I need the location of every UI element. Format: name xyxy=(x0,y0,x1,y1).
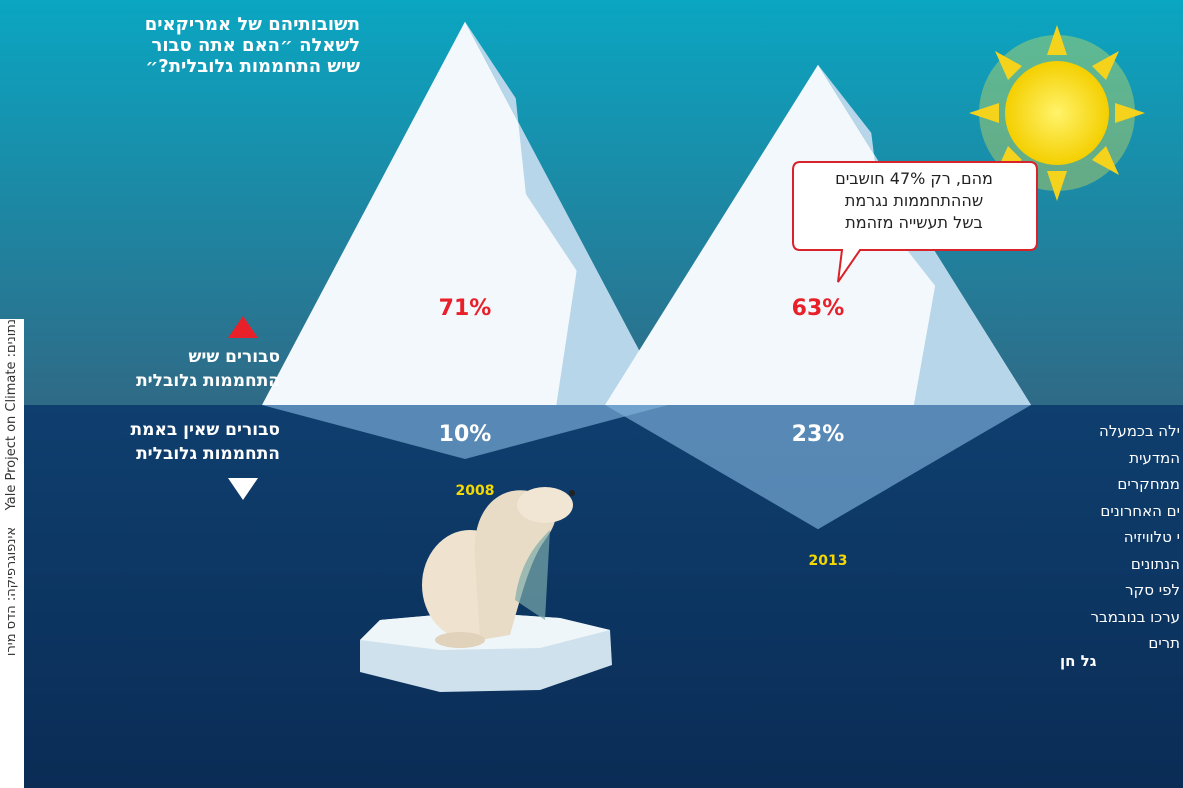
side-text-line: ממחקרים xyxy=(1050,471,1180,498)
credits: אינפוגרפיקה: הדס מירו נתונים: Yale Proje… xyxy=(0,319,24,788)
side-text-line: לפי סקר xyxy=(1050,577,1180,604)
infographic: 71% 10% 2008 63% 23% 2013 תשובותיהם של אמריקא… xyxy=(0,0,1183,788)
value-label: 10% xyxy=(439,422,492,447)
category-label: 2013 xyxy=(809,553,848,569)
side-text-line: הנתונים xyxy=(1050,551,1180,578)
value-label: 63% xyxy=(792,296,845,321)
author: גל חן xyxy=(1060,652,1096,670)
side-text-line: ילה בכמעלה xyxy=(1050,418,1180,445)
credit: אינפוגרפיקה: הדס מירו xyxy=(4,527,19,656)
annotation: מהם, רק 47% חושבים שההתחממות נגרמת בשל ת… xyxy=(795,168,1033,234)
credit: נתונים: Yale Project on Climate xyxy=(4,319,19,510)
value-label: 71% xyxy=(439,296,492,321)
title: תשובותיהם של אמריקאים לשאלה ״האם אתה סבו… xyxy=(70,14,360,77)
side-text-line: המדעית xyxy=(1050,445,1180,472)
legend-label: סבורים שיש התחממות גלובלית xyxy=(40,345,280,393)
side-text-line: ערכו בנובמבר xyxy=(1050,604,1180,631)
side-text-line: י טלוויזיה xyxy=(1050,524,1180,551)
category-label: 2008 xyxy=(456,483,495,499)
side-text-line: ים האחרונים xyxy=(1050,498,1180,525)
value-label: 23% xyxy=(792,422,845,447)
legend-label: סבורים שאין באמת התחממות גלובלית xyxy=(40,418,280,466)
chart: 71% 10% 2008 63% 23% 2013 xyxy=(0,0,1183,788)
